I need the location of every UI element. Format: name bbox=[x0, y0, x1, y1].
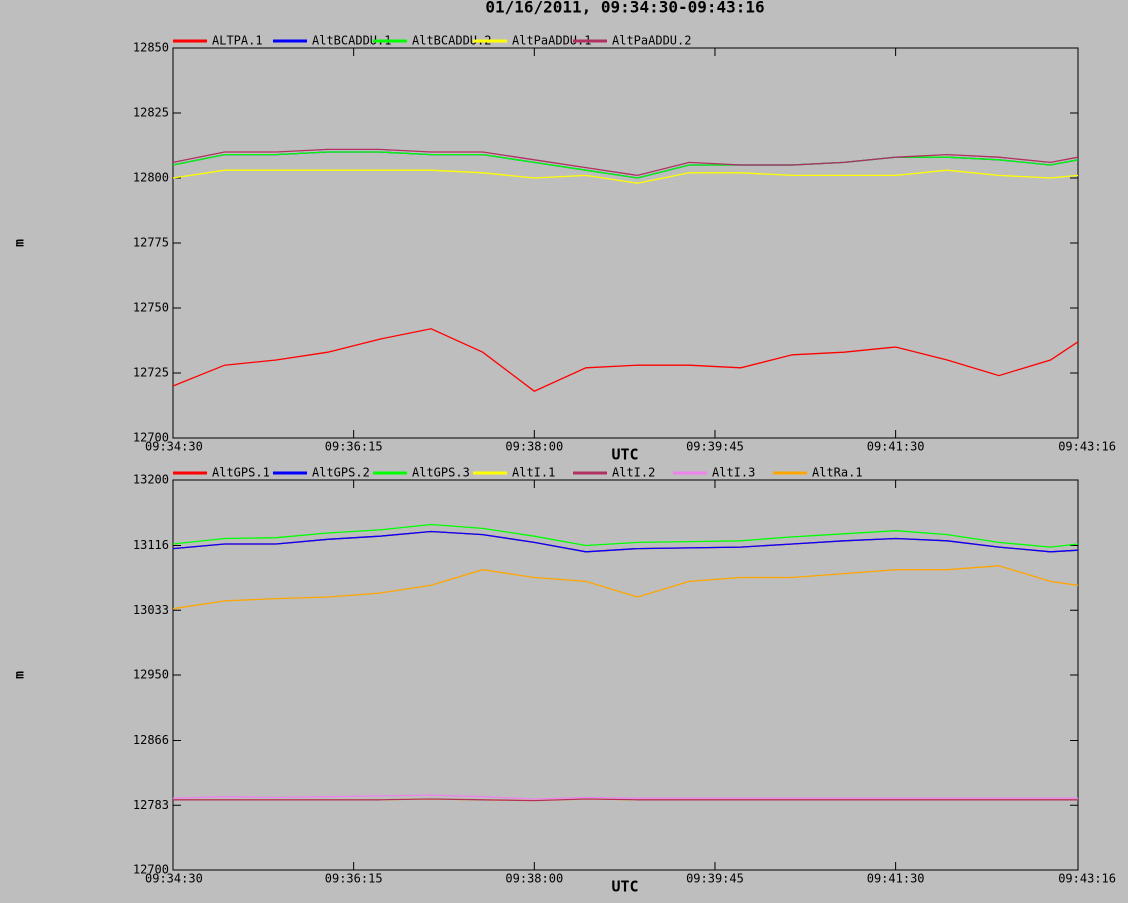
y-tick-label: 13200 bbox=[133, 473, 169, 487]
y-tick-label: 12783 bbox=[133, 798, 169, 812]
legend-label: AltGPS.3 bbox=[412, 466, 470, 480]
x-tick-label: 09:34:30 bbox=[145, 440, 203, 454]
legend-label: AltI.3 bbox=[712, 466, 755, 480]
data-line bbox=[172, 794, 1078, 800]
y-tick-label: 12700 bbox=[133, 431, 169, 445]
data-line bbox=[172, 148, 1079, 177]
y-tick-label: 12750 bbox=[133, 301, 169, 315]
x-tick-label: 09:39:45 bbox=[686, 440, 744, 454]
data-line bbox=[172, 169, 1079, 184]
x-tick-label: 09:36:15 bbox=[325, 440, 383, 454]
legend-label: ALTPA.1 bbox=[212, 34, 263, 48]
x-tick-label: 09:36:15 bbox=[325, 872, 383, 886]
y-axis-label: m bbox=[13, 239, 28, 247]
legend-label: AltGPS.2 bbox=[312, 466, 370, 480]
y-tick-label: 12800 bbox=[133, 171, 169, 185]
legend-label: AltBCADDU.2 bbox=[412, 34, 491, 48]
y-tick-label: 12825 bbox=[133, 106, 169, 120]
data-line bbox=[173, 798, 1078, 802]
legend-label: AltPaADDU.1 bbox=[512, 34, 591, 48]
page-title: 01/16/2011, 09:34:30-09:43:16 bbox=[485, 0, 764, 17]
legend-label: AltPaADDU.2 bbox=[612, 34, 691, 48]
y-tick-label: 12700 bbox=[133, 863, 169, 877]
data-line bbox=[172, 530, 1079, 553]
y-tick-label: 12725 bbox=[133, 366, 169, 380]
x-tick-label: 09:41:30 bbox=[867, 872, 925, 886]
y-tick-label: 12950 bbox=[133, 668, 169, 682]
x-axis-label: UTC bbox=[611, 878, 638, 896]
x-tick-label: 09:38:00 bbox=[505, 440, 563, 454]
legend-label: AltGPS.1 bbox=[212, 466, 270, 480]
y-tick-label: 12775 bbox=[133, 236, 169, 250]
data-line bbox=[172, 523, 1079, 548]
x-tick-label: 09:34:30 bbox=[145, 872, 203, 886]
y-tick-label: 13116 bbox=[133, 538, 169, 552]
y-tick-label: 12850 bbox=[133, 41, 169, 55]
x-tick-label: 09:38:00 bbox=[505, 872, 563, 886]
x-tick-label: 09:39:45 bbox=[686, 872, 744, 886]
x-tick-label: 09:43:16 bbox=[1058, 872, 1116, 886]
y-tick-label: 12866 bbox=[133, 733, 169, 747]
data-line bbox=[172, 151, 1079, 179]
x-tick-label: 09:41:30 bbox=[867, 440, 925, 454]
x-tick-label: 09:43:16 bbox=[1058, 440, 1116, 454]
data-line bbox=[172, 565, 1079, 610]
data-line bbox=[172, 328, 1079, 392]
legend-label: AltI.2 bbox=[612, 466, 655, 480]
x-axis-label: UTC bbox=[611, 446, 638, 464]
legend-label: AltI.1 bbox=[512, 466, 555, 480]
y-tick-label: 13033 bbox=[133, 603, 169, 617]
y-axis-label: m bbox=[13, 671, 28, 679]
legend-label: AltRa.1 bbox=[812, 466, 863, 480]
legend-label: AltBCADDU.1 bbox=[312, 34, 391, 48]
